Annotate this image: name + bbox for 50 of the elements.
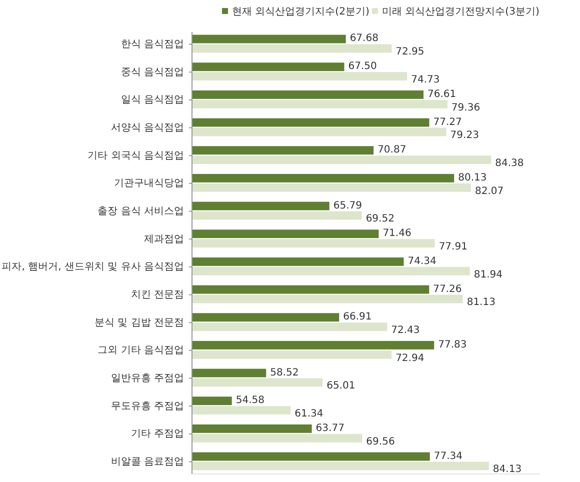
y-tick-label: 그외 기타 음식점업	[98, 345, 184, 356]
y-tick-label: 제과점업	[144, 234, 184, 245]
data-label: 79.23	[450, 130, 479, 142]
data-label: 82.07	[475, 186, 504, 197]
y-tick-label: 서양식 음식점업	[110, 122, 184, 134]
data-label: 77.26	[433, 284, 462, 295]
data-label: 77.91	[438, 242, 468, 253]
data-label: 54.58	[236, 395, 264, 406]
data-label: 67.50	[348, 61, 377, 72]
y-tick-label: 중식 음식점업	[120, 66, 184, 78]
data-label: 81.13	[466, 297, 496, 308]
data-label: 63.77	[316, 422, 344, 434]
data-label: 58.52	[270, 367, 299, 378]
data-label: 71.46	[382, 228, 412, 240]
data-label: 84.13	[492, 464, 522, 476]
data-label: 79.36	[451, 102, 480, 114]
data-label: 65.01	[326, 380, 356, 392]
data-label: 80.13	[458, 172, 487, 184]
y-tick-label: 무도유흥 주점업	[110, 400, 184, 412]
data-label: 84.38	[495, 158, 524, 170]
y-tick-label: 일식 음식점업	[120, 94, 184, 106]
data-label: 77.27	[433, 116, 462, 128]
data-label: 74.73	[411, 74, 440, 86]
data-label: 77.83	[438, 339, 467, 350]
y-tick-label: 기타 외국식 음식점업	[88, 150, 184, 162]
legend-label: 미래 외식산업경기전망지수(3분기)	[382, 6, 540, 18]
data-label: 77.34	[434, 450, 462, 462]
legend-label: 현재 외식산업경기지수(2분기)	[232, 6, 370, 18]
data-label: 72.94	[396, 352, 424, 364]
y-tick-label: 한식 음식점업	[120, 38, 184, 50]
data-label: 69.52	[366, 214, 394, 225]
data-label: 66.91	[343, 312, 372, 323]
data-label: 67.68	[350, 33, 378, 44]
y-tick-label: 기타 주점업	[130, 428, 184, 440]
data-label: 70.87	[378, 144, 406, 156]
data-label: 76.61	[428, 88, 456, 100]
data-label: 72.95	[396, 46, 424, 58]
data-label: 81.94	[474, 269, 503, 280]
y-tick-label: 피자, 햄버거, 샌드위치 및 유사 음식점업	[2, 262, 184, 273]
data-label: 69.56	[366, 436, 395, 448]
y-tick-label: 기관구내식당업	[114, 178, 184, 190]
y-tick-label: 출장 음식 서비스업	[98, 206, 184, 217]
data-label: 72.43	[391, 325, 420, 336]
data-label: 65.79	[333, 200, 362, 212]
y-tick-label: 비알콜 음료점업	[110, 456, 184, 468]
data-label: 61.34	[294, 408, 324, 420]
y-tick-label: 일반유흥 주점업	[110, 372, 184, 384]
y-tick-label: 치킨 전문점	[130, 289, 184, 300]
data-label: 74.34	[408, 256, 436, 267]
y-tick-label: 분식 및 김밥 전문점	[94, 317, 184, 328]
